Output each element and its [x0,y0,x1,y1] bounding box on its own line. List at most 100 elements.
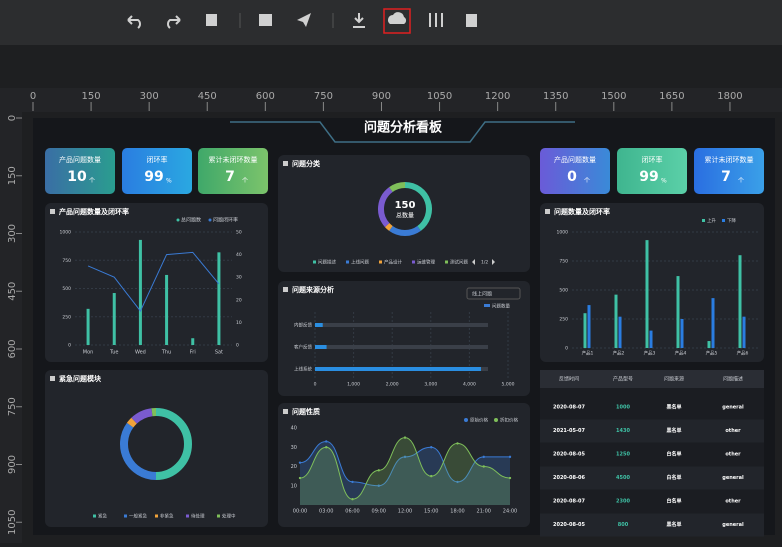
legend-swatch [379,261,382,264]
table-cell: other [725,499,741,505]
x-tick-label: 产品3 [644,350,656,357]
point [299,461,301,463]
ruler-x-label: 1650 [659,91,684,102]
y-tick-label: 20 [291,464,297,470]
panel-title: 产品问题数量及闭环率 [59,207,129,216]
donut-slice [130,421,134,426]
kpi-unit: 个 [89,178,95,185]
bar [650,331,653,348]
panel [45,370,268,527]
bar [681,319,684,348]
table-cell: 4500 [616,475,630,481]
donut-total: 150 [395,200,416,211]
legend-label: 处理中 [222,513,236,520]
point [430,446,432,448]
x-tick-label: 24:00 [503,509,517,515]
panel-icon [283,287,288,292]
table-cell: 2020-08-07 [553,405,586,411]
ruler-x-label: 1500 [601,91,626,102]
table-header-cell: 问题来源 [664,376,684,383]
legend-label: 问题数量 [492,303,510,310]
table-cell: 2020-08-07 [553,499,586,505]
y2-tick-label: 0 [236,343,239,349]
table-cell: 2021-05-07 [553,428,586,434]
x-tick-label: Wed [135,350,146,356]
ruler-x-label: 150 [82,91,101,102]
panel-icon [50,209,55,214]
y2-tick-label: 50 [236,230,242,236]
panel [45,203,268,362]
point [325,446,327,448]
bar [315,367,481,371]
legend-swatch [217,515,220,518]
panel-title: 问题性质 [292,407,320,416]
bar [165,275,168,345]
y-tick-label: 客户反馈 [294,344,312,351]
bar [87,309,90,345]
x-tick-label: 03:00 [319,509,333,515]
legend-label: 产品设计 [384,259,402,266]
ruler-x-label: 300 [140,91,159,102]
legend-page: 1/2 [481,260,488,266]
bar [315,323,323,327]
y-tick-label: 500 [62,286,71,292]
ruler-x-label: 600 [256,91,275,102]
panel-title: 问题来源分析 [292,285,334,294]
ruler-x-label: 900 [372,91,391,102]
x-tick-label: Sat [215,350,223,356]
bar [584,313,587,348]
y2-tick-label: 10 [236,320,242,326]
bar [646,240,649,348]
point [483,456,485,458]
kpi-value: 7 [225,169,235,185]
x-tick-label: 产品4 [675,350,687,357]
panel-icon [283,409,288,414]
y-tick-label: 250 [62,314,71,320]
table-cell: 黑名单 [666,521,681,528]
x-tick-label: Tue [109,350,119,356]
point [351,498,353,500]
bar [315,345,327,349]
legend-swatch [346,261,349,264]
table-cell: 黑名单 [666,404,681,411]
point [509,477,511,479]
table-cell: general [722,405,744,411]
y-tick-label: 上线系统 [294,366,312,373]
kpi-value: 99 [144,169,163,185]
bar [588,305,591,348]
table-cell: 白名单 [666,451,681,458]
table-cell: general [722,522,744,528]
point [351,481,353,483]
kpi-value: 10 [67,169,87,185]
legend-dot [177,219,180,222]
save[interactable] [206,14,217,26]
y2-tick-label: 30 [236,275,242,281]
x-tick-label: 09:00 [372,509,386,515]
point [430,475,432,477]
point [378,469,380,471]
kpi-label: 闭环率 [642,155,663,164]
kpi-label: 产品问题数量 [554,155,596,164]
kpi-label: 累计未闭环数量 [209,155,258,164]
bar [191,338,194,345]
legend-label: 紧急 [98,513,107,520]
legend-swatch [412,261,415,264]
table-header-cell: 反馈时间 [559,376,579,383]
kpi-label: 闭环率 [147,155,168,164]
legend-label: 问题闭环率 [213,217,238,224]
kpi-value: 99 [639,169,658,185]
table-cell: 2300 [616,499,630,505]
x-tick-label: 06:00 [345,509,359,515]
x-tick-label: 18:00 [450,509,464,515]
point [509,456,511,458]
legend-label: 下降 [727,217,736,224]
legend-label: 上升 [707,217,716,224]
y-tick-label: 1000 [60,230,72,236]
ruler-x-label: 1050 [427,91,452,102]
template[interactable] [466,14,477,27]
table-cell: 黑名单 [666,427,681,434]
preview[interactable] [259,14,272,26]
table-cell: 1430 [616,428,630,434]
